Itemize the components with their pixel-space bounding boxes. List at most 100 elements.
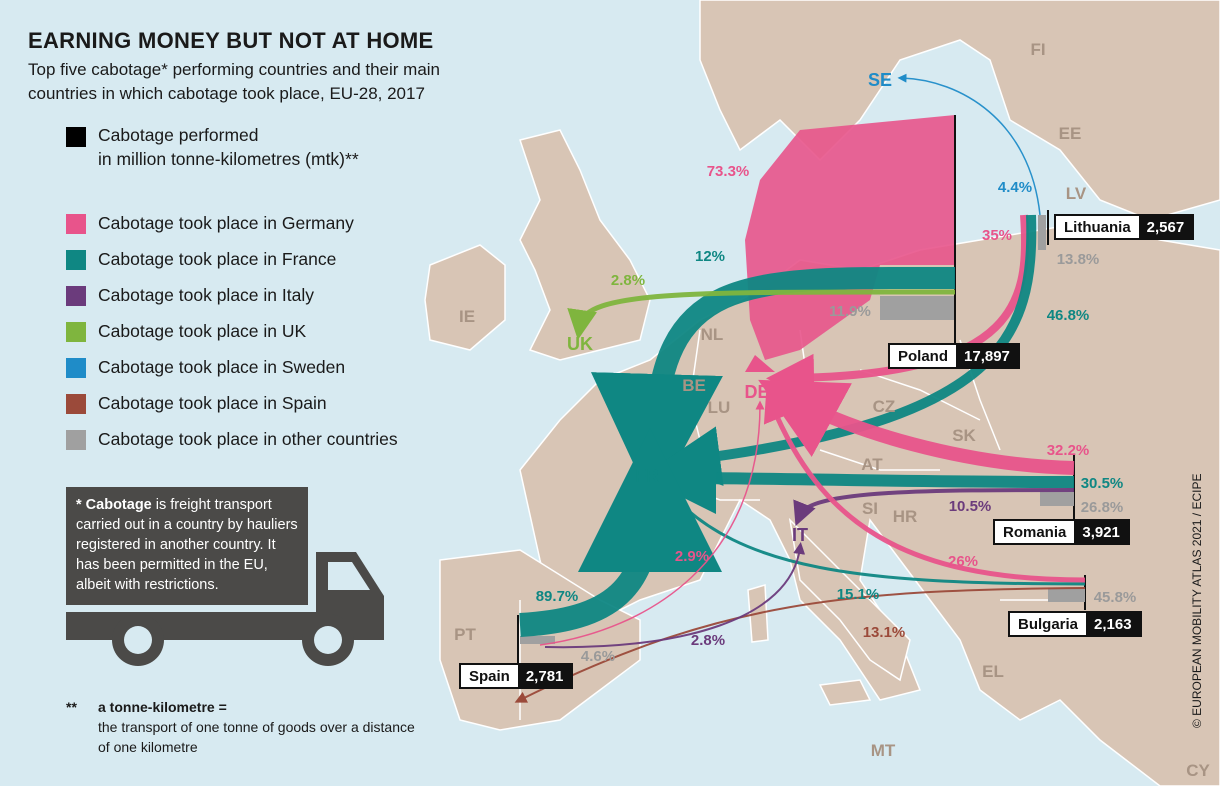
country-label: SI [862, 499, 878, 518]
legend-swatch [66, 322, 86, 342]
land-ireland [424, 244, 506, 351]
legend-label: Cabotage took place in Sweden [98, 357, 346, 377]
flow-share-label: 4.4% [998, 179, 1032, 196]
flow-share-label: 11.9% [829, 303, 871, 320]
country-label: PT [454, 625, 476, 644]
flow-poland-de [745, 115, 955, 360]
flow-share-label: 2.8% [611, 272, 645, 289]
flow-share-label: 13.8% [1057, 251, 1100, 268]
flow-share-label: 2.9% [675, 548, 709, 565]
flow-lithuania-de [766, 214, 1030, 402]
country-label: MT [871, 741, 896, 760]
flow-share-label: 32.2% [1047, 442, 1090, 459]
performer-value: 3,921 [1074, 521, 1128, 543]
legend-swatch-performed [66, 127, 86, 147]
legend-label-performed-line2: in million tonne-kilometres (mtk)** [98, 149, 359, 169]
performer-box-spain: Spain 2,781 [459, 663, 574, 689]
legend-label-performed-line1: Cabotage performed [98, 125, 259, 145]
footnote-head: a tonne-kilometre = [98, 699, 227, 715]
flow-bulgaria-es [514, 587, 1086, 703]
land-scandinavia [699, 0, 1220, 221]
flow-share-label: 46.8% [1047, 307, 1090, 324]
performer-box-bulgaria: Bulgaria 2,163 [1008, 611, 1142, 637]
performer-name: Spain [461, 665, 518, 687]
performer-value: 17,897 [956, 345, 1018, 367]
destination-label: FR [635, 466, 659, 486]
note-text: is freight transport carried out in a co… [76, 497, 298, 593]
flow-share-label: 35% [982, 227, 1012, 244]
flow-romania-de [758, 379, 1075, 475]
flow-share-label: 26% [948, 553, 978, 570]
flow-share-label: 4.6% [581, 648, 615, 665]
flow-share-label: 30.5% [1081, 475, 1124, 492]
flow-bulgaria-de [763, 391, 1086, 583]
page-subtitle: Top five cabotage* performing countries … [28, 60, 441, 103]
legend-swatch [66, 430, 86, 450]
legend-label: Cabotage took place in Germany [98, 213, 354, 233]
country-label: AT [861, 455, 883, 474]
country-label: LU [708, 398, 731, 417]
destination-label: SE [868, 70, 892, 90]
legend-swatch [66, 286, 86, 306]
flow-share-label: 2.8% [691, 632, 725, 649]
country-label: IE [459, 307, 475, 326]
footnote-marker: ** [66, 699, 77, 715]
border-line [859, 369, 981, 421]
country-label: SK [952, 426, 976, 445]
flow-share-label: 26.8% [1081, 499, 1124, 516]
performer-box-romania: Romania 3,921 [993, 519, 1130, 545]
country-label: EL [982, 662, 1004, 681]
flow-share-label: 10.5% [949, 498, 992, 515]
destination-label: DE [744, 382, 769, 402]
flow-share-label: 15.1% [837, 586, 880, 603]
flow-romania-fr [644, 442, 1075, 515]
flow-share-label: 89.7% [536, 588, 579, 605]
flow-share-label: 45.8% [1094, 589, 1137, 606]
destination-label: UK [567, 334, 593, 354]
country-label: NL [701, 325, 724, 344]
legend-label: Cabotage took place in UK [98, 321, 307, 341]
cabotage-note: * Cabotage is freight transport carried … [66, 487, 308, 605]
legend-swatch [66, 358, 86, 378]
performer-box-poland: Poland 17,897 [888, 343, 1020, 369]
performer-name: Bulgaria [1010, 613, 1087, 635]
flow-bulgaria-other [1048, 588, 1085, 602]
legend-swatch [66, 394, 86, 414]
land-sicily [818, 679, 872, 706]
legend-swatch [66, 214, 86, 234]
performer-box-lithuania: Lithuania 2,567 [1054, 214, 1195, 240]
legend-swatch [66, 250, 86, 270]
flow-share-label: 13.1% [863, 624, 906, 641]
performer-name: Poland [890, 345, 957, 367]
flow-romania-other [1040, 492, 1074, 506]
land-uk [519, 129, 651, 361]
flow-spain-it [544, 542, 806, 649]
flow-share-label: 12% [695, 248, 725, 265]
flow-spain-other [520, 636, 555, 644]
flow-spain-de [539, 400, 765, 646]
flow-share-label: 73.3% [707, 163, 750, 180]
destination-label: IT [792, 525, 808, 545]
note-bold: * Cabotage [76, 497, 152, 513]
flow-lithuania-se [897, 73, 1041, 216]
legend-label: Cabotage took place in Italy [98, 285, 314, 305]
credit-line: © EUROPEAN MOBILITY ATLAS 2021 / ECIPE [1190, 473, 1204, 729]
flow-lithuania-other [1038, 215, 1046, 250]
cabotage-flows [514, 73, 1086, 703]
country-label: BE [682, 376, 706, 395]
flow-romania-it [793, 488, 1075, 527]
country-label: CZ [873, 397, 896, 416]
performer-value: 2,567 [1138, 216, 1193, 238]
performer-name: Romania [995, 521, 1075, 543]
country-label: FI [1030, 40, 1045, 59]
truck-icon [66, 552, 384, 666]
country-label: LV [1066, 184, 1087, 203]
country-label: CY [1186, 761, 1210, 780]
legend-label: Cabotage took place in Spain [98, 393, 327, 413]
map-labels: 73.3% 12% 2.8% 11.9% 4.4% 35% 46.8% 13.8% 32.2% 3… [454, 40, 1210, 780]
country-label: HR [893, 507, 918, 526]
performer-name: Lithuania [1056, 216, 1139, 238]
flow-spain-fr [519, 428, 722, 637]
